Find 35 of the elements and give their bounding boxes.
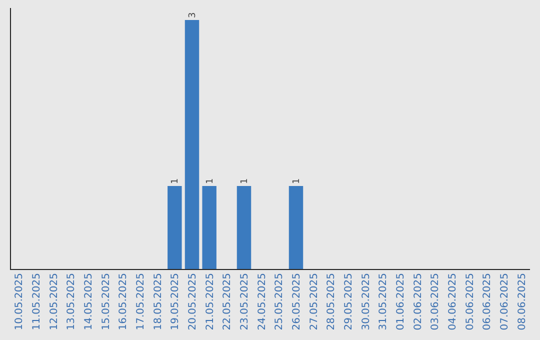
x-tick-label: 18.05.2025: [152, 273, 164, 330]
x-tick-label: 05.06.2025: [464, 273, 476, 330]
data-label: 1: [292, 178, 302, 184]
x-tick-label: 07.06.2025: [500, 273, 510, 330]
x-tick-label: 27.05.2025: [308, 273, 320, 330]
x-tick-label: 12.05.2025: [48, 273, 60, 330]
x-tick-label: 23.05.2025: [240, 273, 250, 330]
x-tick-label: 22.05.2025: [222, 273, 234, 330]
x-tick-label: 16.05.2025: [118, 273, 130, 330]
x-tick-label: 31.05.2025: [378, 273, 390, 330]
x-tick-label: 24.05.2025: [256, 273, 268, 330]
x-tick-label: 25.05.2025: [274, 273, 286, 330]
x-tick-label: 01.06.2025: [396, 273, 406, 330]
x-tick-label: 17.05.2025: [136, 273, 146, 330]
x-tick-label: 10.05.2025: [14, 273, 26, 330]
x-tick-label: 06.06.2025: [482, 273, 494, 330]
x-tick-label: 29.05.2025: [344, 273, 354, 330]
x-tick-label: 21.05.2025: [204, 273, 216, 330]
data-label: 1: [205, 178, 216, 184]
x-tick-label: 15.05.2025: [100, 273, 112, 330]
x-tick-label: 20.05.2025: [188, 273, 198, 330]
x-tick-label: 08.06.2025: [516, 273, 528, 330]
x-tick-label: 03.06.2025: [430, 273, 442, 330]
x-tick-label: 26.05.2025: [292, 273, 302, 330]
x-tick-label: 13.05.2025: [66, 273, 78, 330]
x-tick-label: 14.05.2025: [84, 273, 94, 330]
data-label: 1: [240, 178, 250, 184]
x-tick-label: 30.05.2025: [360, 273, 372, 330]
x-tick-label: 28.05.2025: [326, 273, 338, 330]
x-tick-label: 11.05.2025: [32, 273, 42, 330]
x-tick-label: 02.06.2025: [412, 273, 424, 330]
data-label: 3: [188, 12, 198, 18]
x-tick-label: 04.06.2025: [448, 273, 458, 330]
x-tick-label: 19.05.2025: [170, 273, 182, 330]
data-label: 1: [170, 178, 181, 184]
